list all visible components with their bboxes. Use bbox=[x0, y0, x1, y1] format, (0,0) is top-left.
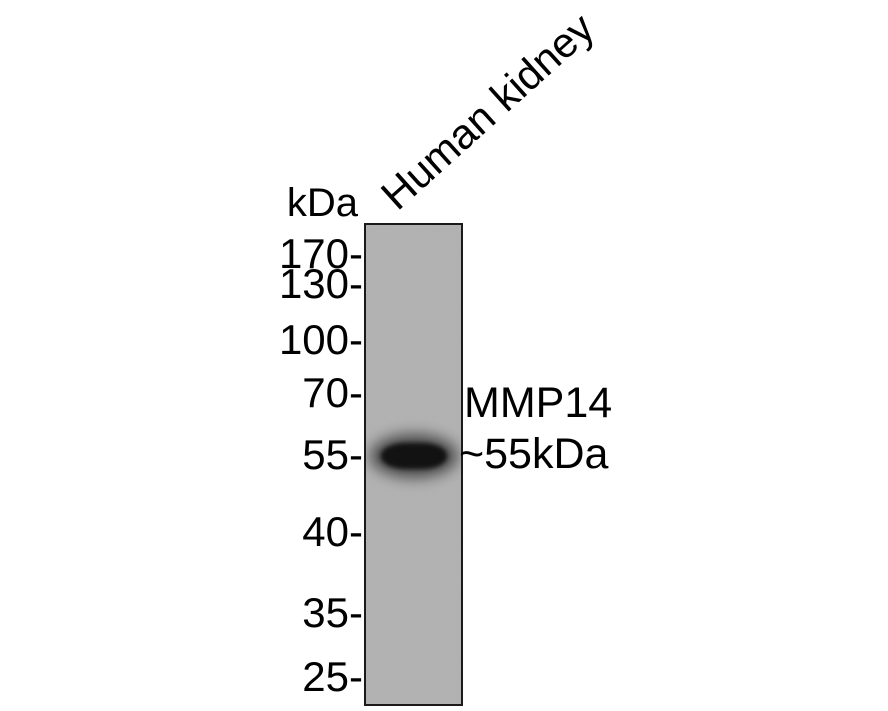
blot-lane bbox=[364, 223, 463, 706]
protein-band bbox=[381, 443, 447, 469]
marker-55: 55- bbox=[302, 431, 363, 478]
marker-130: 130- bbox=[278, 260, 363, 307]
protein-name-annotation: MMP14 bbox=[464, 379, 613, 427]
marker-35: 35- bbox=[302, 589, 363, 636]
unit-label: kDa bbox=[286, 181, 358, 225]
marker-25: 25- bbox=[302, 653, 363, 700]
molecular-weight-annotation: ~55kDa bbox=[459, 430, 609, 478]
marker-100: 100- bbox=[278, 316, 363, 363]
marker-70: 70- bbox=[302, 369, 363, 416]
marker-40: 40- bbox=[302, 508, 363, 555]
marker-170: 170- bbox=[278, 230, 363, 277]
lane-label: Human kidney bbox=[371, 3, 603, 219]
